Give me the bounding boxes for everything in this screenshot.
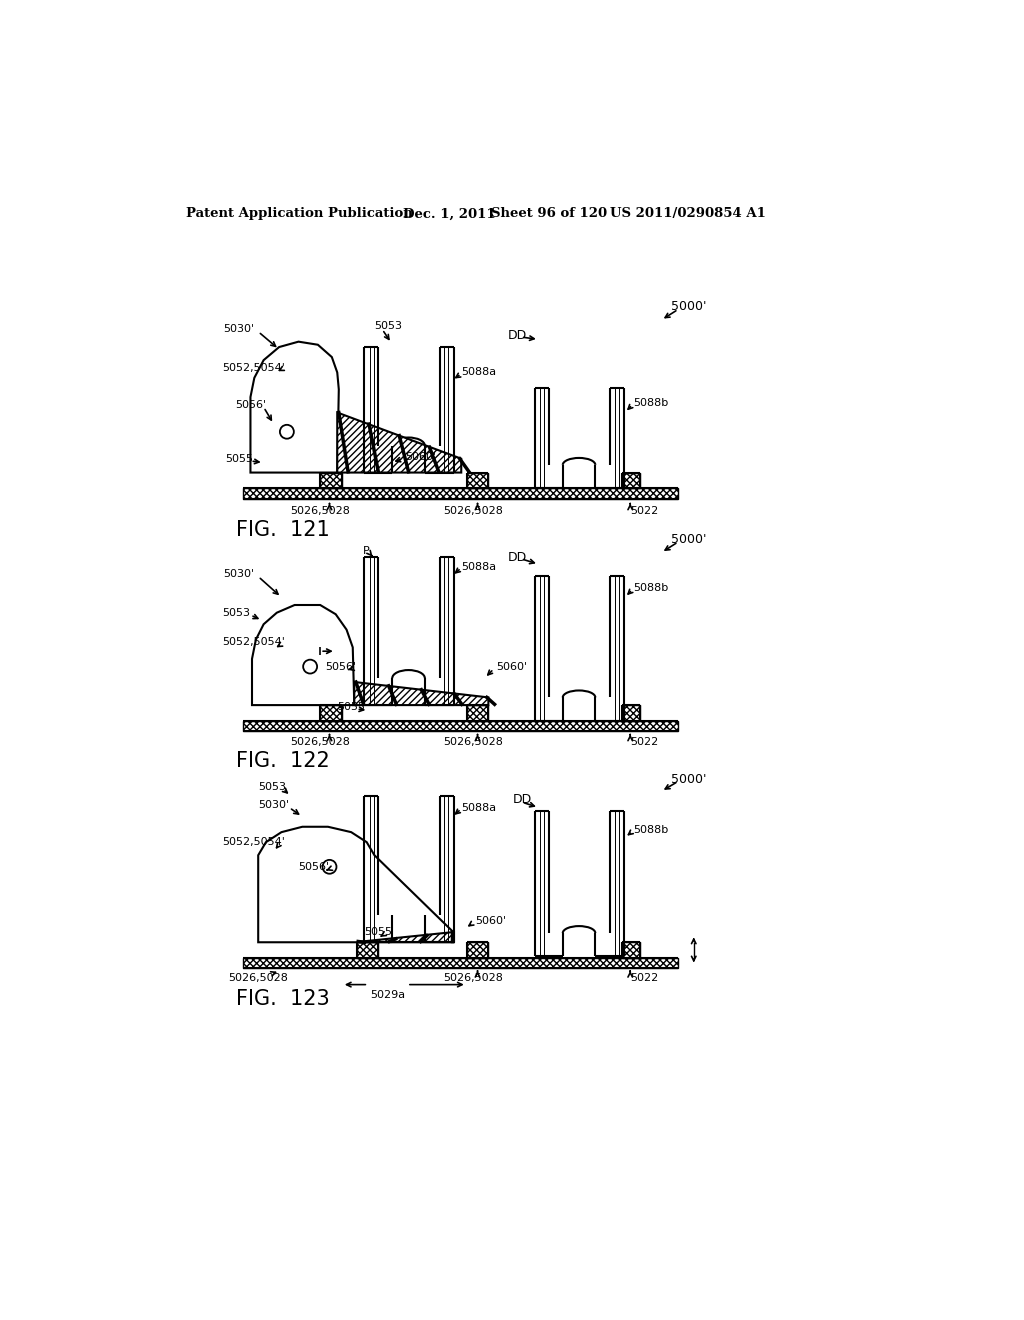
Text: 5052,5054': 5052,5054' bbox=[222, 638, 286, 647]
Text: 5056': 5056' bbox=[234, 400, 266, 409]
Bar bbox=[321, 705, 342, 721]
Text: FIG.  121: FIG. 121 bbox=[237, 520, 331, 540]
Polygon shape bbox=[252, 605, 354, 705]
Text: 5088a: 5088a bbox=[461, 561, 497, 572]
Text: 5060': 5060' bbox=[406, 453, 436, 462]
Text: 5088b: 5088b bbox=[633, 583, 669, 593]
Bar bbox=[623, 705, 640, 721]
Text: 5000': 5000' bbox=[671, 300, 706, 313]
Text: 5060': 5060' bbox=[475, 916, 506, 925]
Text: 5022: 5022 bbox=[630, 506, 658, 516]
Text: 5022: 5022 bbox=[630, 973, 658, 983]
Text: 5026,5028: 5026,5028 bbox=[443, 506, 503, 516]
Text: Sheet 96 of 120: Sheet 96 of 120 bbox=[490, 207, 607, 220]
Text: Patent Application Publication: Patent Application Publication bbox=[186, 207, 413, 220]
Polygon shape bbox=[337, 412, 461, 473]
Bar bbox=[321, 473, 342, 488]
Text: FIG.  122: FIG. 122 bbox=[237, 751, 331, 771]
Text: 5055: 5055 bbox=[365, 927, 392, 937]
Text: 5052,5054': 5052,5054' bbox=[222, 837, 286, 847]
Text: 5055: 5055 bbox=[337, 702, 366, 711]
Polygon shape bbox=[356, 932, 454, 942]
Bar bbox=[243, 958, 678, 969]
Text: 5056': 5056' bbox=[326, 661, 356, 672]
Polygon shape bbox=[251, 342, 339, 473]
Bar bbox=[467, 705, 488, 721]
Text: 5056': 5056' bbox=[299, 862, 330, 871]
Text: 5026,5028: 5026,5028 bbox=[290, 737, 350, 747]
Text: 5060': 5060' bbox=[496, 661, 527, 672]
Text: DD: DD bbox=[508, 550, 527, 564]
Text: 5052,5054': 5052,5054' bbox=[222, 363, 286, 372]
Text: 5000': 5000' bbox=[671, 772, 706, 785]
Bar bbox=[467, 942, 488, 958]
Text: 5000': 5000' bbox=[671, 533, 706, 546]
Text: 5029a: 5029a bbox=[370, 990, 406, 999]
Bar bbox=[467, 473, 488, 488]
Text: 5026,5028: 5026,5028 bbox=[290, 506, 350, 516]
Text: P: P bbox=[362, 546, 370, 556]
Bar bbox=[356, 942, 378, 958]
Bar bbox=[623, 942, 640, 958]
Text: 5026,5028: 5026,5028 bbox=[443, 737, 503, 747]
Text: 5026,5028: 5026,5028 bbox=[443, 973, 503, 983]
Text: US 2011/0290854 A1: US 2011/0290854 A1 bbox=[610, 207, 766, 220]
Text: 5053: 5053 bbox=[258, 781, 286, 792]
Text: 5088b: 5088b bbox=[633, 399, 669, 408]
Text: DD: DD bbox=[508, 329, 527, 342]
Text: 5053: 5053 bbox=[222, 607, 251, 618]
Text: 5030': 5030' bbox=[223, 325, 254, 334]
Bar bbox=[243, 488, 678, 499]
Text: DD: DD bbox=[513, 792, 532, 805]
Text: Dec. 1, 2011: Dec. 1, 2011 bbox=[403, 207, 496, 220]
Text: FIG.  123: FIG. 123 bbox=[237, 989, 331, 1010]
Text: 5022: 5022 bbox=[630, 737, 658, 747]
Bar bbox=[623, 473, 640, 488]
Polygon shape bbox=[354, 682, 488, 705]
Text: 5026,5028: 5026,5028 bbox=[228, 973, 288, 983]
Text: 5030': 5030' bbox=[258, 800, 290, 810]
Text: 5088a: 5088a bbox=[461, 367, 497, 378]
Bar bbox=[243, 721, 678, 731]
Text: 5053: 5053 bbox=[375, 321, 402, 331]
Text: 5030': 5030' bbox=[223, 569, 254, 579]
Text: 5088a: 5088a bbox=[461, 803, 497, 813]
Text: 5088b: 5088b bbox=[633, 825, 669, 834]
Text: 5055: 5055 bbox=[225, 454, 253, 463]
Polygon shape bbox=[258, 826, 454, 942]
